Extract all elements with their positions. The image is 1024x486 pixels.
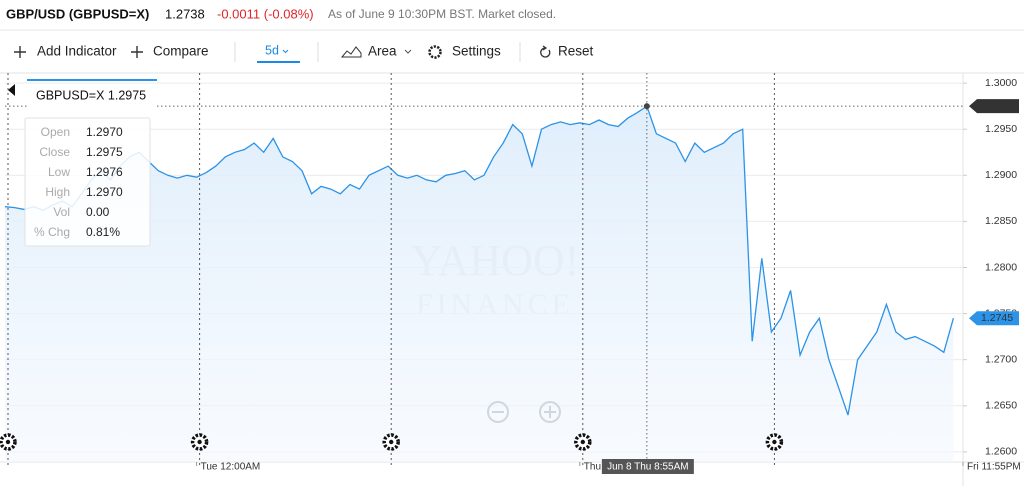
compare-button[interactable]: Compare (131, 44, 209, 59)
y-tick-label: 1.2900 (985, 169, 1017, 181)
legend-box (27, 84, 157, 108)
area-icon (340, 46, 362, 58)
price: 1.2738 (165, 6, 205, 21)
gear-icon (428, 45, 442, 59)
chevron (282, 49, 289, 54)
range-label[interactable]: 5d (265, 43, 279, 57)
crosshair-label: Jun 8 Thu 8:55AM (607, 462, 689, 473)
info-value: 1.2975 (86, 145, 123, 159)
reset-icon (540, 47, 551, 58)
settings-button[interactable]: Settings (428, 44, 502, 59)
info-key: % Chg (34, 225, 70, 239)
event-icon-center (5, 439, 11, 445)
plus-icon (131, 46, 143, 58)
x-tick-label: Fri 11:55PM (967, 462, 1021, 473)
price-marker-label: 1.2975 (981, 100, 1013, 112)
x-tick-label: Tue 12:00AM (201, 462, 261, 473)
info-value: 0.81% (86, 225, 120, 239)
chart-type-label[interactable]: Area (368, 44, 397, 59)
add-indicator-label[interactable]: Add Indicator (37, 44, 117, 59)
add-indicator-button[interactable]: Add Indicator (14, 44, 117, 59)
crosshair-label-box (601, 459, 694, 474)
y-tick-label: 1.2600 (985, 446, 1017, 458)
status: As of June 9 10:30PM BST. Market closed. (328, 7, 556, 21)
y-tick-label: 1.2850 (985, 215, 1017, 227)
y-tick-label: 1.2800 (985, 261, 1017, 273)
y-tick-label: 1.2650 (985, 400, 1017, 412)
event-icon-center (197, 439, 202, 445)
crosshair-dot (643, 103, 650, 110)
zoom-out[interactable] (487, 401, 509, 423)
compare-label[interactable]: Compare (153, 44, 209, 59)
chart-type-button[interactable]: Area (340, 44, 412, 59)
y-tick-label: 1.3000 (985, 77, 1017, 89)
plus-icon (544, 406, 556, 418)
collapse-arrow[interactable] (8, 84, 15, 96)
chevron (404, 49, 412, 54)
info-value: 0.00 (86, 205, 110, 219)
reset-button[interactable]: Reset (540, 44, 594, 59)
event-icon-center (389, 439, 394, 445)
event-icon-center (580, 439, 585, 445)
y-tick-label: 1.2700 (985, 353, 1017, 365)
info-key: Close (39, 145, 70, 159)
plus-icon (14, 46, 26, 58)
change: -0.0011 (-0.08%) (217, 6, 314, 21)
info-key: Low (48, 165, 70, 179)
event-icon-center (772, 439, 777, 445)
settings-label[interactable]: Settings (452, 44, 501, 59)
price-marker (969, 99, 1019, 114)
range-selector[interactable]: 5d (257, 43, 300, 63)
price-marker-label: 1.2745 (981, 312, 1013, 324)
info-value: 1.2970 (86, 125, 123, 139)
symbol: GBP/USD (GBPUSD=X) (6, 6, 149, 21)
overlay: GBPUSD=X 1.2975 Open 1.2970 Close 1.2975 Low… (8, 79, 561, 423)
info-value: 1.2976 (86, 165, 123, 179)
info-key: Vol (53, 205, 70, 219)
reset-arrow (542, 45, 548, 51)
price-line (4, 105, 955, 416)
info-value: 1.2970 (86, 185, 123, 199)
legend-label: GBPUSD=X 1.2975 (36, 88, 146, 102)
zoom-in[interactable] (539, 401, 561, 423)
reset-label[interactable]: Reset (558, 44, 594, 59)
area-fill (5, 106, 954, 462)
info-key: High (45, 185, 70, 199)
price-marker (969, 311, 1019, 326)
x-tick-label: Thu (584, 462, 601, 473)
info-key: Open (41, 125, 70, 139)
info-panel (24, 117, 151, 247)
chart: YAHOO!FINANCE1.30001.29501.29001.28501.2… (0, 73, 1021, 474)
y-tick-label: 1.2950 (985, 123, 1017, 135)
